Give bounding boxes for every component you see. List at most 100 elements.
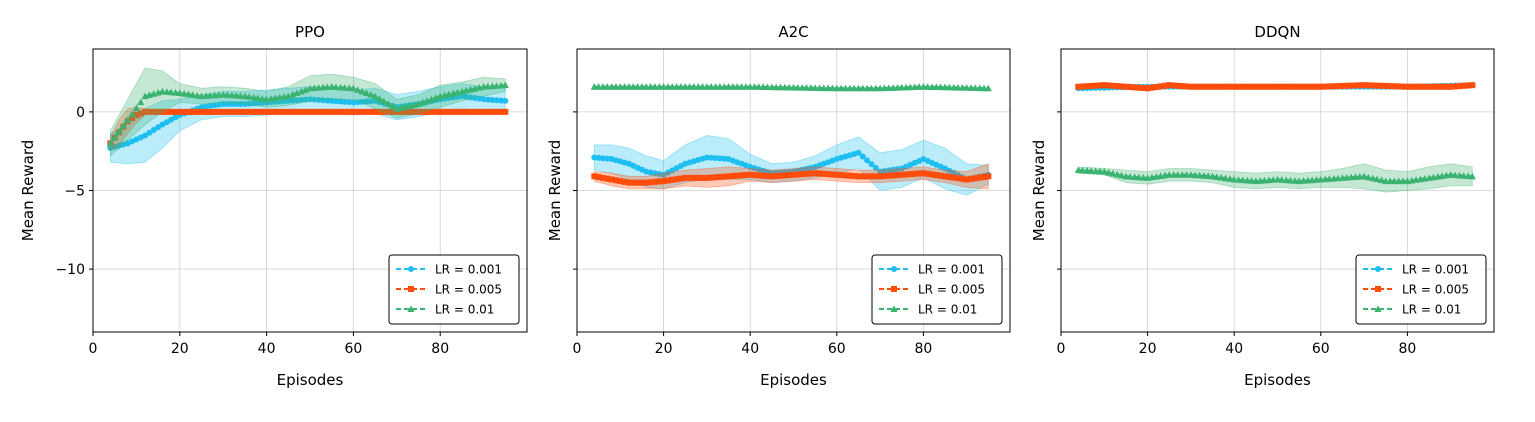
- point-lr-0-005: [1274, 83, 1281, 90]
- point-lr-0-005: [1447, 83, 1454, 90]
- markers-lr-0-005: [1075, 82, 1476, 92]
- point-lr-0-005: [950, 174, 957, 181]
- point-lr-0-001: [480, 96, 487, 103]
- x-tick-label: 60: [1312, 341, 1330, 357]
- point-lr-0-005: [289, 108, 296, 115]
- point-lr-0-005: [337, 108, 344, 115]
- point-lr-0-005: [450, 108, 457, 115]
- point-lr-0-005: [185, 108, 192, 115]
- point-lr-0-005: [838, 172, 845, 179]
- point-lr-0-005: [307, 108, 313, 115]
- point-lr-0-001: [341, 98, 348, 105]
- point-lr-0-005: [150, 108, 157, 115]
- point-lr-0-005: [1378, 82, 1385, 89]
- x-tick-label: 40: [258, 341, 276, 357]
- point-lr-0-01: [184, 90, 193, 98]
- point-lr-0-001: [604, 155, 611, 162]
- point-lr-0-005: [159, 108, 166, 115]
- point-lr-0-005: [1296, 83, 1303, 90]
- point-lr-0-005: [1452, 83, 1459, 90]
- point-lr-0-005: [968, 175, 975, 182]
- point-lr-0-005: [215, 108, 222, 115]
- point-lr-0-005: [1187, 83, 1194, 90]
- y-tick-label: −5: [64, 184, 85, 200]
- legend-item-lr-0-001: LR = 0.001: [396, 263, 502, 277]
- point-lr-0-005: [1205, 83, 1212, 90]
- point-lr-0-005: [467, 108, 474, 115]
- point-lr-0-005: [1244, 83, 1251, 90]
- point-lr-0-001: [367, 98, 374, 105]
- point-lr-0-005: [894, 172, 901, 179]
- point-lr-0-005: [751, 172, 758, 179]
- point-lr-0-005: [1326, 83, 1333, 90]
- x-axis-label: Episodes: [277, 371, 344, 389]
- x-tick-label: 80: [914, 341, 932, 357]
- point-lr-0-005: [638, 179, 645, 186]
- point-lr-0-01: [367, 90, 375, 98]
- point-lr-0-005: [1218, 83, 1225, 90]
- panel-ppo: 0 20 40 60 80 0 −5 −10 PPO Episodes Mean Reward LR …: [19, 23, 528, 389]
- point-lr-0-001: [859, 153, 866, 160]
- point-lr-0-005: [929, 171, 936, 178]
- point-lr-0-005: [911, 170, 918, 177]
- point-lr-0-01: [1451, 171, 1459, 179]
- point-lr-0-005: [885, 172, 892, 179]
- point-lr-0-005: [634, 179, 641, 186]
- point-lr-0-005: [315, 108, 322, 115]
- point-lr-0-005: [729, 173, 736, 180]
- plot-area: [1074, 82, 1476, 193]
- point-lr-0-005: [393, 108, 400, 115]
- point-lr-0-005: [1079, 83, 1086, 90]
- point-lr-0-005: [1140, 84, 1147, 91]
- point-lr-0-005: [803, 170, 810, 177]
- point-lr-0-001: [298, 96, 305, 103]
- point-lr-0-001: [333, 98, 340, 105]
- point-lr-0-01: [1369, 174, 1377, 182]
- point-lr-0-01: [1105, 168, 1113, 176]
- point-lr-0-005: [1213, 83, 1220, 90]
- point-lr-0-01: [1191, 171, 1199, 179]
- point-lr-0-005: [1092, 82, 1099, 89]
- point-lr-0-005: [1096, 82, 1103, 89]
- legend-marker: [407, 305, 415, 312]
- point-lr-0-005: [859, 173, 866, 180]
- point-lr-0-005: [380, 108, 387, 115]
- point-lr-0-005: [202, 108, 209, 115]
- point-lr-0-005: [1430, 83, 1437, 90]
- point-lr-0-005: [363, 108, 370, 115]
- legend-label: LR = 0.001: [435, 263, 502, 277]
- legend-marker: [1374, 305, 1382, 312]
- point-lr-0-005: [1257, 83, 1264, 90]
- point-lr-0-001: [307, 96, 313, 103]
- point-lr-0-001: [864, 157, 871, 164]
- legend-item-lr-0-005: LR = 0.005: [396, 283, 502, 297]
- point-lr-0-005: [168, 108, 175, 115]
- point-lr-0-005: [747, 171, 754, 178]
- point-lr-0-001: [155, 124, 162, 131]
- point-lr-0-005: [1408, 83, 1415, 90]
- point-lr-0-001: [337, 98, 344, 105]
- point-lr-0-005: [773, 173, 780, 180]
- point-lr-0-005: [1287, 83, 1294, 90]
- point-lr-0-005: [333, 108, 340, 115]
- point-lr-0-005: [608, 176, 615, 183]
- x-tick-label: 20: [1139, 341, 1157, 357]
- legend-label: LR = 0.01: [1402, 303, 1461, 317]
- point-lr-0-005: [1161, 82, 1168, 89]
- point-lr-0-001: [599, 155, 606, 162]
- point-lr-0-01: [1360, 172, 1368, 180]
- point-lr-0-01: [1447, 171, 1455, 178]
- point-lr-0-005: [445, 108, 452, 115]
- point-lr-0-005: [708, 174, 715, 181]
- point-lr-0-005: [677, 175, 684, 182]
- point-lr-0-001: [350, 99, 357, 106]
- point-lr-0-01: [1226, 175, 1234, 182]
- point-lr-0-005: [1465, 82, 1472, 89]
- point-lr-0-01: [362, 89, 371, 97]
- point-lr-0-005: [1075, 83, 1082, 90]
- point-lr-0-005: [833, 171, 840, 178]
- point-lr-0-005: [721, 173, 728, 180]
- legend-label: LR = 0.005: [435, 283, 502, 297]
- point-lr-0-001: [233, 101, 240, 108]
- point-lr-0-01: [384, 100, 392, 107]
